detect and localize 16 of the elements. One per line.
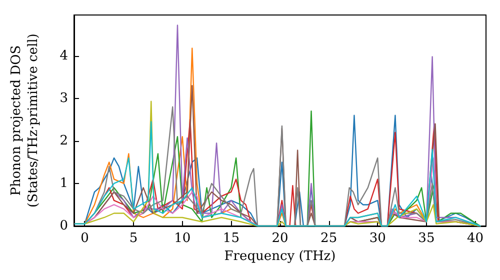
y-tick-label: 3 xyxy=(60,90,68,106)
y-tick-label: 2 xyxy=(60,133,68,148)
x-tick-label: 0 xyxy=(80,231,89,246)
x-axis-title: Frequency (THz) xyxy=(224,248,336,264)
x-tick-label: 15 xyxy=(222,231,240,246)
y-axis-title: Phonon projected DOS (States/THz·primitive cell) xyxy=(9,33,41,208)
y-tick-label: 4 xyxy=(60,48,68,64)
x-tick-label: 40 xyxy=(466,231,484,246)
x-tick-label: 25 xyxy=(320,231,338,246)
x-tick-label: 30 xyxy=(369,231,386,246)
x-tick-label: 10 xyxy=(174,231,191,246)
y-tick-label: 1 xyxy=(60,176,68,191)
x-tick-label: 35 xyxy=(418,231,435,246)
y-tick-label: 0 xyxy=(60,218,68,234)
x-tick-label: 20 xyxy=(272,231,288,246)
x-tick-label: 5 xyxy=(129,231,138,246)
